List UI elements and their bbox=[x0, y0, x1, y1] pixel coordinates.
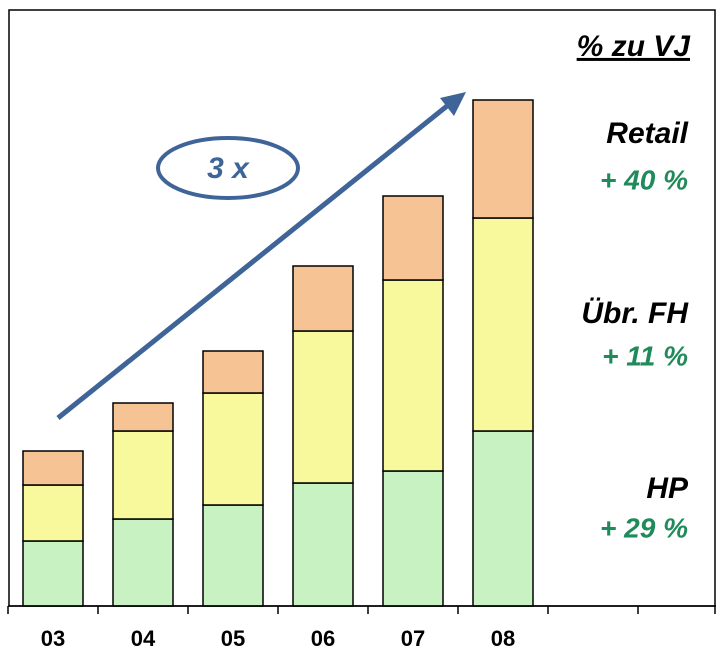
bar-segment bbox=[382, 279, 444, 472]
bar-segment bbox=[202, 392, 264, 506]
bar-segment bbox=[472, 430, 534, 607]
bar-segment bbox=[472, 217, 534, 432]
bar-segment bbox=[292, 330, 354, 484]
x-tick-label: 08 bbox=[491, 626, 515, 651]
legend-change: + 11 % bbox=[602, 340, 688, 371]
bar-segment bbox=[112, 430, 174, 520]
bar-segment bbox=[22, 540, 84, 607]
bar-segment bbox=[22, 450, 84, 486]
x-tick-label: 06 bbox=[311, 626, 335, 651]
bar-segment bbox=[202, 504, 264, 607]
bar-segment bbox=[112, 518, 174, 607]
bar-segment bbox=[292, 265, 354, 332]
legend-change: + 40 % bbox=[600, 164, 688, 195]
annotation-ellipse bbox=[156, 136, 300, 200]
annotation: 3 x bbox=[207, 152, 250, 185]
bar-segment bbox=[22, 484, 84, 542]
legend-label: Übr. FH bbox=[581, 297, 689, 330]
legend-label: Retail bbox=[606, 117, 688, 150]
x-tick-label: 07 bbox=[401, 626, 425, 651]
x-tick-label: 03 bbox=[41, 626, 65, 651]
trend-arrow bbox=[56, 100, 454, 420]
chart-title: % zu VJ bbox=[577, 30, 692, 63]
x-tick-label: 04 bbox=[131, 626, 156, 651]
bar-segment bbox=[382, 195, 444, 281]
arrow-head bbox=[440, 92, 466, 116]
bar-segment bbox=[382, 470, 444, 607]
bar-segment bbox=[292, 482, 354, 607]
legend-label: HP bbox=[646, 472, 689, 505]
bar-segment bbox=[472, 99, 534, 219]
x-tick-label: 05 bbox=[221, 626, 245, 651]
bar-segment bbox=[112, 402, 174, 432]
bar-segment bbox=[202, 350, 264, 394]
legend-change: + 29 % bbox=[600, 512, 688, 543]
